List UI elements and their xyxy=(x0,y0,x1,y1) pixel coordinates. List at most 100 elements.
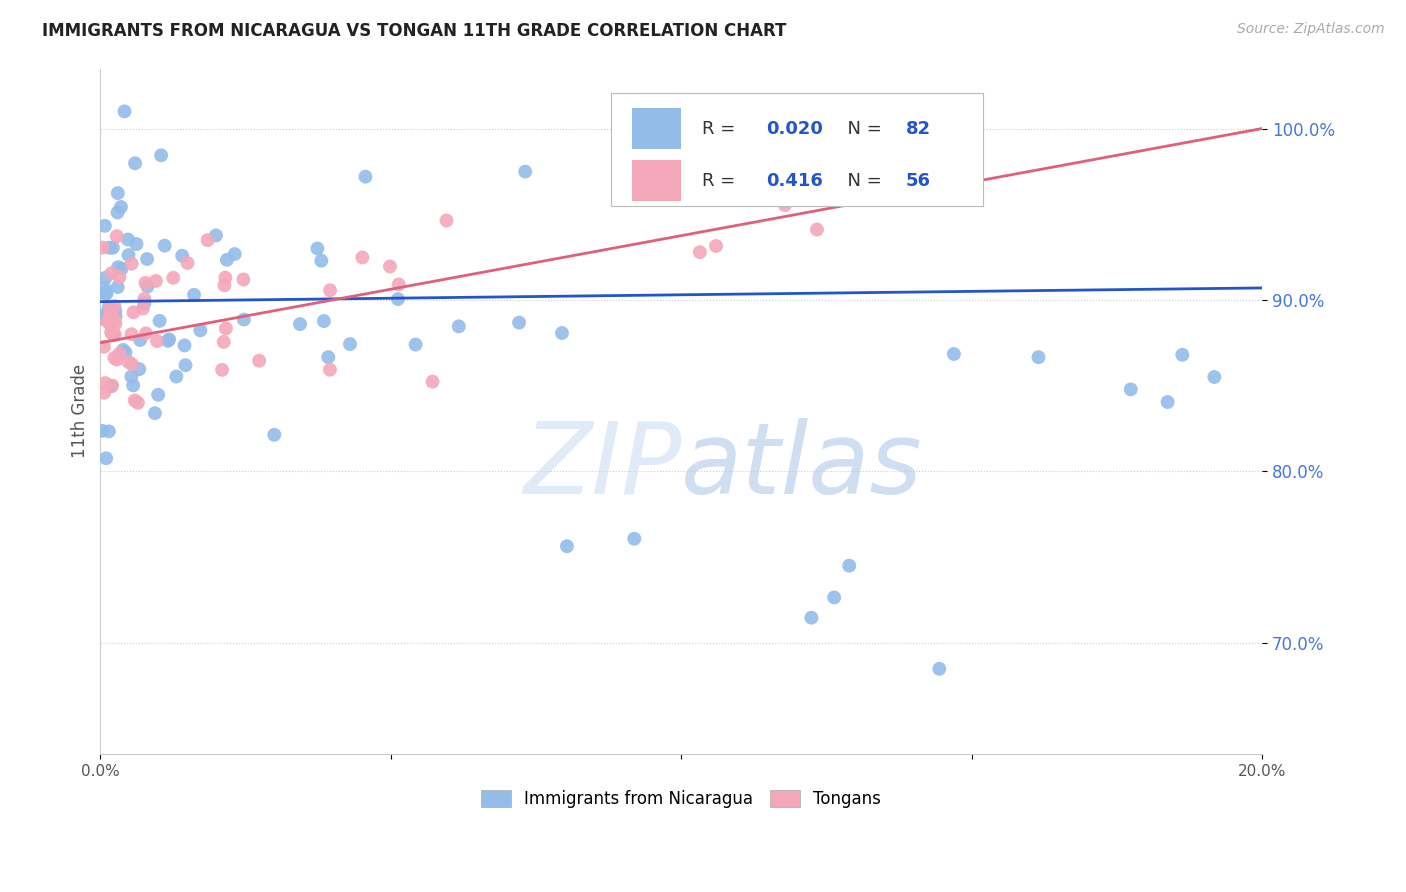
Point xyxy=(183,287,205,301)
Point xyxy=(436,213,458,227)
Point xyxy=(173,338,195,352)
Point xyxy=(91,241,114,255)
Legend: Immigrants from Nicaragua, Tongans: Immigrants from Nicaragua, Tongans xyxy=(474,783,889,814)
Point xyxy=(247,353,270,368)
Point xyxy=(103,328,125,343)
Point xyxy=(91,424,114,438)
Point xyxy=(806,222,828,236)
Point xyxy=(312,314,335,328)
Point xyxy=(378,260,401,274)
Point xyxy=(316,350,339,364)
Point xyxy=(211,363,233,377)
Point xyxy=(128,362,150,376)
Point xyxy=(288,317,311,331)
Point xyxy=(104,303,127,318)
Point xyxy=(93,385,115,400)
Point xyxy=(354,169,377,184)
Text: 0.020: 0.020 xyxy=(766,120,823,137)
Point xyxy=(146,388,169,402)
Text: R =: R = xyxy=(702,120,741,137)
Point xyxy=(93,340,115,354)
Point xyxy=(134,296,156,310)
Point xyxy=(134,276,156,290)
Point xyxy=(1028,350,1050,364)
Point xyxy=(623,532,645,546)
Point xyxy=(120,369,142,384)
Point xyxy=(104,317,127,331)
Point xyxy=(146,334,169,348)
Point xyxy=(117,233,139,247)
Point xyxy=(156,334,179,348)
Point xyxy=(94,376,117,390)
Point xyxy=(110,200,132,214)
Point xyxy=(105,352,128,367)
Point xyxy=(689,245,711,260)
Point xyxy=(1156,395,1178,409)
Point xyxy=(108,270,131,285)
Point xyxy=(145,274,167,288)
Point xyxy=(100,266,122,280)
Point xyxy=(108,346,131,360)
Point xyxy=(214,278,236,293)
Point xyxy=(134,292,156,306)
Point xyxy=(205,228,228,243)
Point xyxy=(136,252,159,266)
Point xyxy=(143,406,166,420)
Point xyxy=(98,305,121,319)
Point xyxy=(212,334,235,349)
Point xyxy=(125,237,148,252)
Point xyxy=(100,326,122,340)
Point xyxy=(107,280,129,294)
Point xyxy=(100,379,122,393)
Point xyxy=(1171,348,1194,362)
Point xyxy=(174,358,197,372)
Point xyxy=(508,316,530,330)
Point xyxy=(132,301,155,316)
Point xyxy=(136,279,159,293)
Point xyxy=(98,241,121,255)
Point xyxy=(447,319,470,334)
Point xyxy=(153,238,176,252)
Point xyxy=(352,251,374,265)
Point xyxy=(122,378,145,392)
Point xyxy=(94,285,117,300)
Point xyxy=(135,326,157,341)
Point xyxy=(124,156,146,170)
Point xyxy=(101,241,124,255)
Point xyxy=(94,286,117,301)
Point xyxy=(94,451,117,466)
Point xyxy=(515,164,537,178)
Point xyxy=(100,318,122,333)
Point xyxy=(551,326,574,340)
Point xyxy=(1204,370,1226,384)
Point xyxy=(107,205,129,219)
Point xyxy=(100,313,122,327)
Y-axis label: 11th Grade: 11th Grade xyxy=(72,364,89,458)
Point xyxy=(172,249,194,263)
Point xyxy=(162,270,184,285)
FancyBboxPatch shape xyxy=(633,161,681,202)
Point xyxy=(104,327,127,342)
Text: R =: R = xyxy=(702,172,741,190)
Text: ZIP: ZIP xyxy=(523,417,681,515)
Text: IMMIGRANTS FROM NICARAGUA VS TONGAN 11TH GRADE CORRELATION CHART: IMMIGRANTS FROM NICARAGUA VS TONGAN 11TH… xyxy=(42,22,786,40)
Point xyxy=(129,333,152,347)
Point xyxy=(165,369,187,384)
Point xyxy=(928,662,950,676)
Point xyxy=(311,253,333,268)
Point xyxy=(122,305,145,319)
Point xyxy=(388,277,411,292)
Text: 56: 56 xyxy=(905,172,931,190)
Point xyxy=(214,270,236,285)
Point xyxy=(103,351,125,365)
Point xyxy=(319,362,342,376)
Point xyxy=(555,539,578,553)
Point xyxy=(90,309,112,323)
Point xyxy=(838,558,860,573)
Point xyxy=(422,375,444,389)
Point xyxy=(149,314,172,328)
Point xyxy=(405,337,427,351)
Point xyxy=(124,393,146,408)
Point xyxy=(176,256,198,270)
Point xyxy=(704,239,727,253)
